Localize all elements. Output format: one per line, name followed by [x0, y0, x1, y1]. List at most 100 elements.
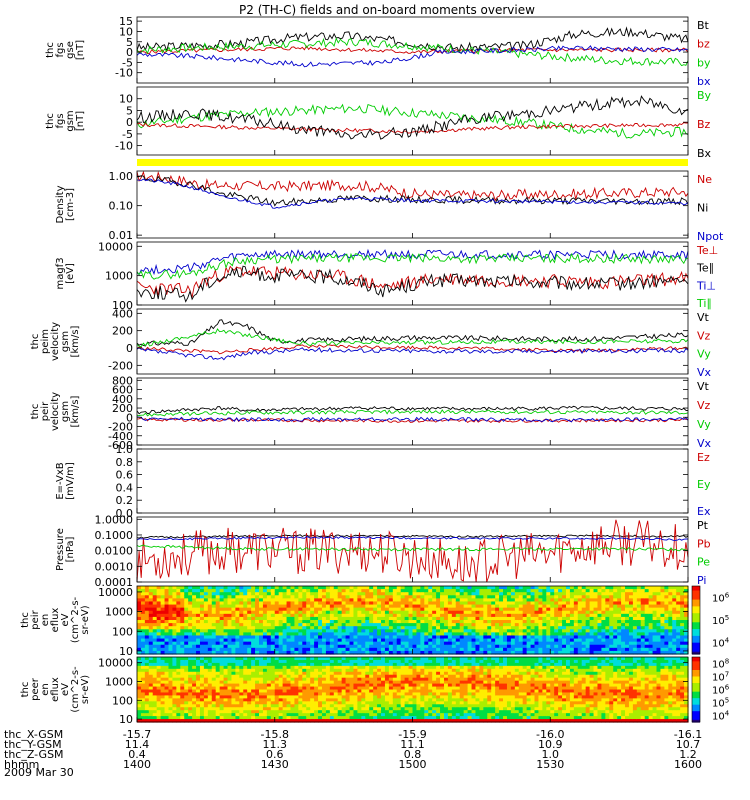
spectrogram-cell [321, 589, 327, 593]
spectrogram-cell [140, 595, 146, 599]
spectrogram-cell [546, 620, 551, 624]
spectrogram-cell [270, 623, 276, 627]
spectrogram-cell [270, 698, 276, 702]
spectrogram-cell [274, 677, 280, 682]
spectrogram-cell [196, 613, 201, 618]
spectrogram-cell [314, 704, 319, 708]
spectrogram-cell [156, 613, 162, 618]
spectrogram-cell [483, 647, 488, 652]
spectrogram-cell [353, 707, 358, 711]
spectrogram-cell [282, 620, 288, 624]
spectrogram-cell [546, 595, 551, 599]
spectrogram-cell [282, 644, 288, 649]
spectrogram-cell [266, 607, 272, 612]
spectrogram-cell [211, 665, 217, 670]
spectrogram-cell [262, 610, 268, 615]
spectrogram-cell [518, 644, 524, 649]
spectrogram-cell [215, 644, 221, 649]
spectrogram-cell [278, 623, 284, 627]
spectrogram-cell [196, 616, 201, 621]
spectrogram-cell [487, 592, 492, 596]
spectrogram-cell [286, 620, 292, 624]
spectrogram-cell [203, 598, 209, 603]
spectrogram-cell [538, 641, 543, 646]
spectrogram-cell [436, 604, 441, 609]
spectrogram-cell [337, 644, 343, 649]
spectrogram-cell [526, 598, 532, 603]
spectrogram-cell [636, 604, 642, 609]
spectrogram-cell [310, 610, 315, 615]
spectrogram-cell [235, 710, 240, 714]
spectrogram-cell [184, 592, 189, 596]
spectrogram-cell [558, 647, 563, 652]
spectrogram-cell [416, 629, 421, 633]
spectrogram-cell [381, 595, 386, 599]
spectrogram-cell [152, 689, 158, 694]
legend-by: by [697, 56, 711, 69]
spectrogram-cell [392, 698, 398, 702]
spectrogram-cell [672, 604, 677, 609]
spectrogram-cell [137, 677, 142, 682]
spectrogram-cell [447, 638, 453, 643]
spectrogram-cell [381, 701, 386, 705]
colorbar-segment [692, 599, 700, 603]
spectrogram-cell [211, 704, 217, 708]
spectrogram-cell [341, 641, 347, 646]
spectrogram-cell [625, 620, 630, 624]
spectrogram-cell [554, 616, 559, 621]
spectrogram-cell [621, 647, 626, 652]
spectrogram-cell [420, 671, 425, 676]
spectrogram-cell [184, 701, 189, 705]
spectrogram-cell [188, 680, 193, 685]
spectrogram-cell [203, 641, 209, 646]
spectrogram-cell [180, 626, 185, 630]
spectrogram-cell [408, 613, 414, 618]
spectrogram-cell [329, 683, 335, 688]
spectrogram-cell [227, 704, 233, 708]
spectrogram-cell [227, 713, 233, 717]
spectrogram-cell [412, 665, 418, 670]
spectrogram-cell [192, 635, 197, 640]
spectrogram-cell [625, 616, 630, 621]
spectrogram-cell [400, 595, 406, 599]
spectrogram-cell [266, 657, 272, 661]
spectrogram-cell [569, 616, 575, 621]
spectrogram-cell [361, 665, 366, 670]
spectrogram-cell [274, 698, 280, 702]
spectrogram-cell [565, 635, 571, 640]
spectrogram-cell [412, 674, 418, 679]
spectrogram-cell [251, 601, 256, 606]
spectrogram-cell [353, 692, 358, 696]
spectrogram-cell [282, 665, 288, 670]
y-tick-label: 600 [112, 384, 133, 397]
spectrogram-cell [396, 586, 402, 590]
spectrogram-cell [664, 610, 669, 615]
spectrogram-cell [321, 613, 327, 618]
spectrogram-cell [160, 704, 166, 708]
spectrogram-cell [188, 650, 193, 655]
spectrogram-cell [664, 644, 669, 649]
spectrogram-cell [345, 704, 351, 708]
spectrogram-cell [365, 632, 370, 637]
spectrogram-cell [455, 641, 461, 646]
spectrogram-cell [353, 632, 358, 637]
spectrogram-cell [656, 607, 662, 612]
spectrogram-cell [648, 620, 654, 624]
spectrogram-cell [302, 620, 307, 624]
spectrogram-cell [215, 716, 221, 720]
spectrogram-cell [471, 613, 477, 618]
spectrogram-cell [609, 641, 614, 646]
spectrogram-cell [420, 713, 425, 717]
spectrogram-cell [137, 719, 142, 723]
spectrogram-cell [203, 710, 209, 714]
spectrogram-cell [349, 692, 355, 696]
spectrogram-cell [396, 692, 402, 696]
y-axis-label: thc peir en eflux eV (cm^2-s-sr-eV) [20, 596, 91, 643]
spectrogram-cell [558, 641, 563, 646]
spectrogram-cell [558, 592, 563, 596]
spectrogram-cell [369, 683, 374, 688]
spectrogram-cell [503, 586, 508, 590]
spectrogram-cell [361, 641, 366, 646]
spectrogram-cell [589, 595, 595, 599]
legend-Vt: Vt [697, 311, 710, 324]
